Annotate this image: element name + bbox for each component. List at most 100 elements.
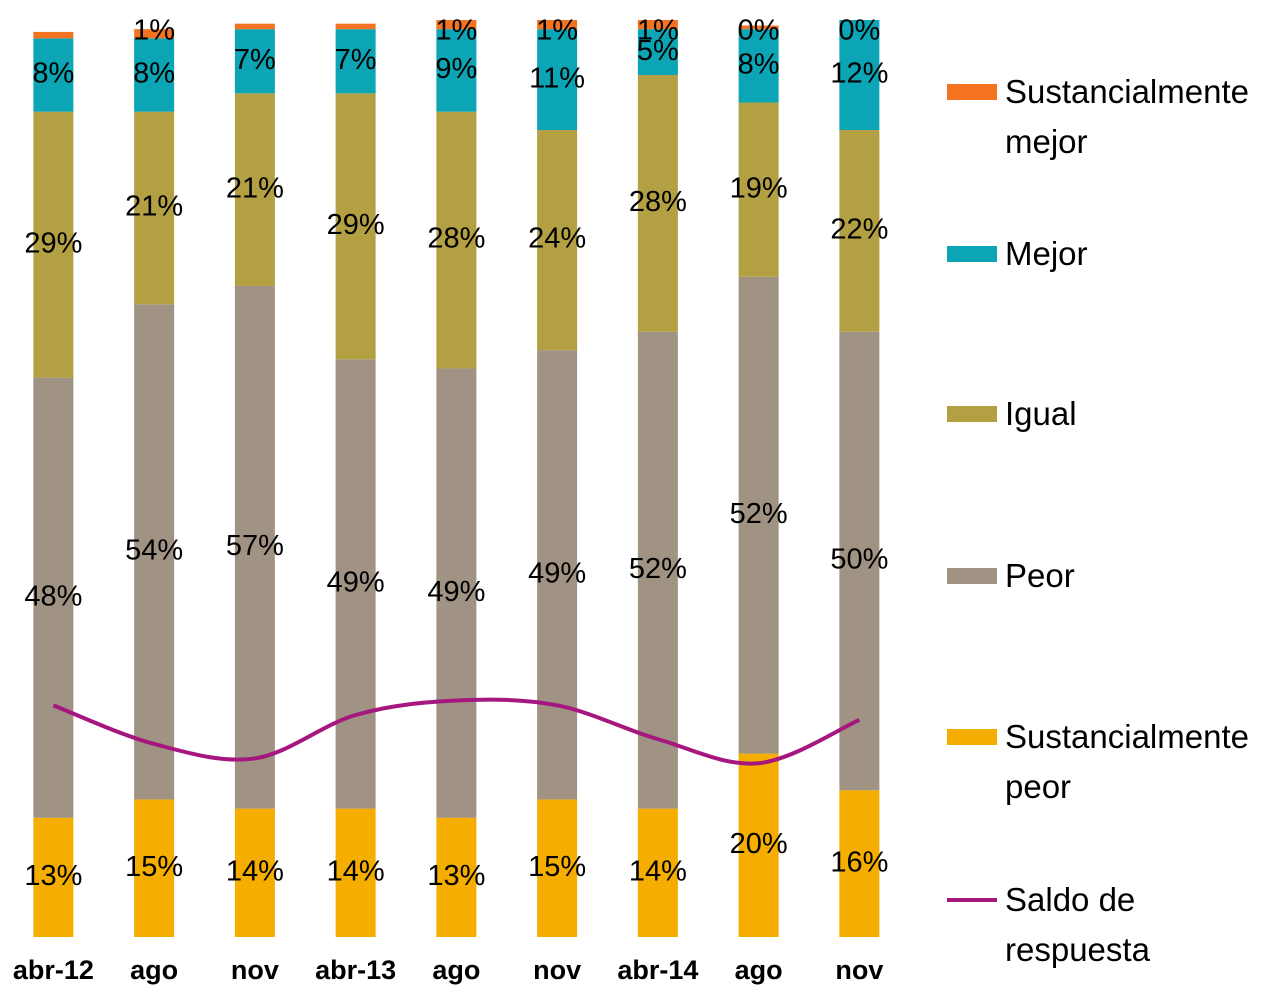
bar-segment xyxy=(234,23,275,30)
bar-segment xyxy=(637,331,678,809)
bar-segment xyxy=(738,753,779,937)
data-label: 14% xyxy=(629,855,687,887)
data-label: 12% xyxy=(830,58,888,90)
x-tick-label: abr-13 xyxy=(315,955,396,985)
data-label: 8% xyxy=(738,49,780,81)
legend-label: Sustancialmente mejor xyxy=(1005,73,1249,160)
bar-segment xyxy=(537,350,578,800)
x-tick-label: ago xyxy=(432,955,480,985)
bar-segment xyxy=(335,93,376,360)
bar-segment xyxy=(234,808,275,937)
bar-segment xyxy=(134,111,175,305)
data-label: 19% xyxy=(730,172,788,204)
bar-segment xyxy=(33,31,74,39)
bar-segment xyxy=(436,817,477,937)
data-label: 15% xyxy=(125,851,183,883)
bar-segment xyxy=(738,276,779,754)
bar-segment xyxy=(234,93,275,286)
data-label: 8% xyxy=(32,58,74,90)
data-label: 24% xyxy=(528,223,586,255)
legend-item: Peor xyxy=(947,551,1265,601)
bar-segment xyxy=(234,29,275,94)
data-label: 5% xyxy=(637,35,679,67)
data-label: 28% xyxy=(629,186,687,218)
bar-segment xyxy=(33,377,74,818)
bar-segment xyxy=(637,20,678,30)
legend-item: Saldo de respuesta xyxy=(947,875,1265,975)
data-label: 1% xyxy=(536,15,578,47)
x-tick-label: abr-14 xyxy=(617,955,698,985)
data-label: 57% xyxy=(226,530,284,562)
data-label: 14% xyxy=(226,855,284,887)
data-label: 11% xyxy=(529,62,585,94)
bar-segment xyxy=(839,331,880,791)
data-label: 28% xyxy=(427,223,485,255)
line-series xyxy=(52,697,861,766)
bar-segment xyxy=(436,368,477,818)
data-label: 14% xyxy=(327,855,385,887)
data-label: 13% xyxy=(24,860,82,892)
bar-segment xyxy=(436,111,477,369)
bar-segment xyxy=(335,808,376,937)
legend-label: Igual xyxy=(1005,395,1077,432)
data-label: 22% xyxy=(830,214,888,246)
bar-segment xyxy=(335,23,376,30)
chart: 13% 48% 29% 8% abr-12 15% 54% 21% 8% 1% ago 14% 57% 2… xyxy=(13,15,889,985)
data-label: 29% xyxy=(327,209,385,241)
data-label: 15% xyxy=(528,851,586,883)
data-label: 21% xyxy=(226,172,284,204)
legend-item: Sustancialmente peor xyxy=(947,712,1265,812)
bar-segment xyxy=(234,285,275,809)
bar-segment xyxy=(537,20,578,30)
x-tick-label: abr-12 xyxy=(13,955,94,985)
legend-label: Saldo de respuesta xyxy=(1005,881,1150,968)
data-label: 13% xyxy=(427,860,485,892)
data-label: 52% xyxy=(629,553,687,585)
data-label: 49% xyxy=(327,567,385,599)
data-label: 29% xyxy=(24,227,82,259)
bar-segment xyxy=(738,29,779,103)
x-tick-label: ago xyxy=(130,955,178,985)
bar-segment xyxy=(537,799,578,937)
bar-segment xyxy=(335,29,376,94)
bar-segment xyxy=(436,20,477,30)
data-label: 16% xyxy=(830,846,888,878)
bar-segment xyxy=(839,130,880,332)
bar-segment xyxy=(33,38,74,112)
legend-label: Mejor xyxy=(1005,235,1088,272)
x-tick-label: nov xyxy=(231,955,279,985)
bar-segment xyxy=(134,29,175,39)
legend-item: Igual xyxy=(947,389,1265,439)
legend-swatch xyxy=(947,84,997,100)
bar-segment xyxy=(839,20,880,131)
data-label: 50% xyxy=(830,544,888,576)
bar-segment xyxy=(335,359,376,809)
legend-label: Sustancialmente peor xyxy=(1005,718,1249,805)
bar-segment xyxy=(33,817,74,937)
data-label: 49% xyxy=(427,576,485,608)
data-label: 48% xyxy=(24,580,82,612)
data-label: 52% xyxy=(730,498,788,530)
bar-segment xyxy=(537,29,578,131)
data-label: 0% xyxy=(738,15,780,47)
legend-item: Mejor xyxy=(947,229,1265,279)
legend-swatch xyxy=(947,729,997,745)
data-label: 0% xyxy=(838,15,880,47)
bar-segment xyxy=(738,102,779,277)
legend-swatch xyxy=(947,568,997,584)
data-label: 1% xyxy=(133,15,175,47)
data-label: 1% xyxy=(435,15,477,47)
legend-item: Sustancialmente mejor xyxy=(947,67,1265,167)
bar-segment xyxy=(134,799,175,937)
legend-swatch xyxy=(947,406,997,422)
x-tick-label: ago xyxy=(735,955,783,985)
bar-segment xyxy=(839,790,880,937)
data-label: 21% xyxy=(125,191,183,223)
data-label: 8% xyxy=(133,58,175,90)
bar-segment xyxy=(33,111,74,378)
bar-segment xyxy=(738,25,779,30)
data-label: 1% xyxy=(637,15,679,47)
bar-segment xyxy=(637,29,678,76)
bar-segment xyxy=(436,29,477,112)
